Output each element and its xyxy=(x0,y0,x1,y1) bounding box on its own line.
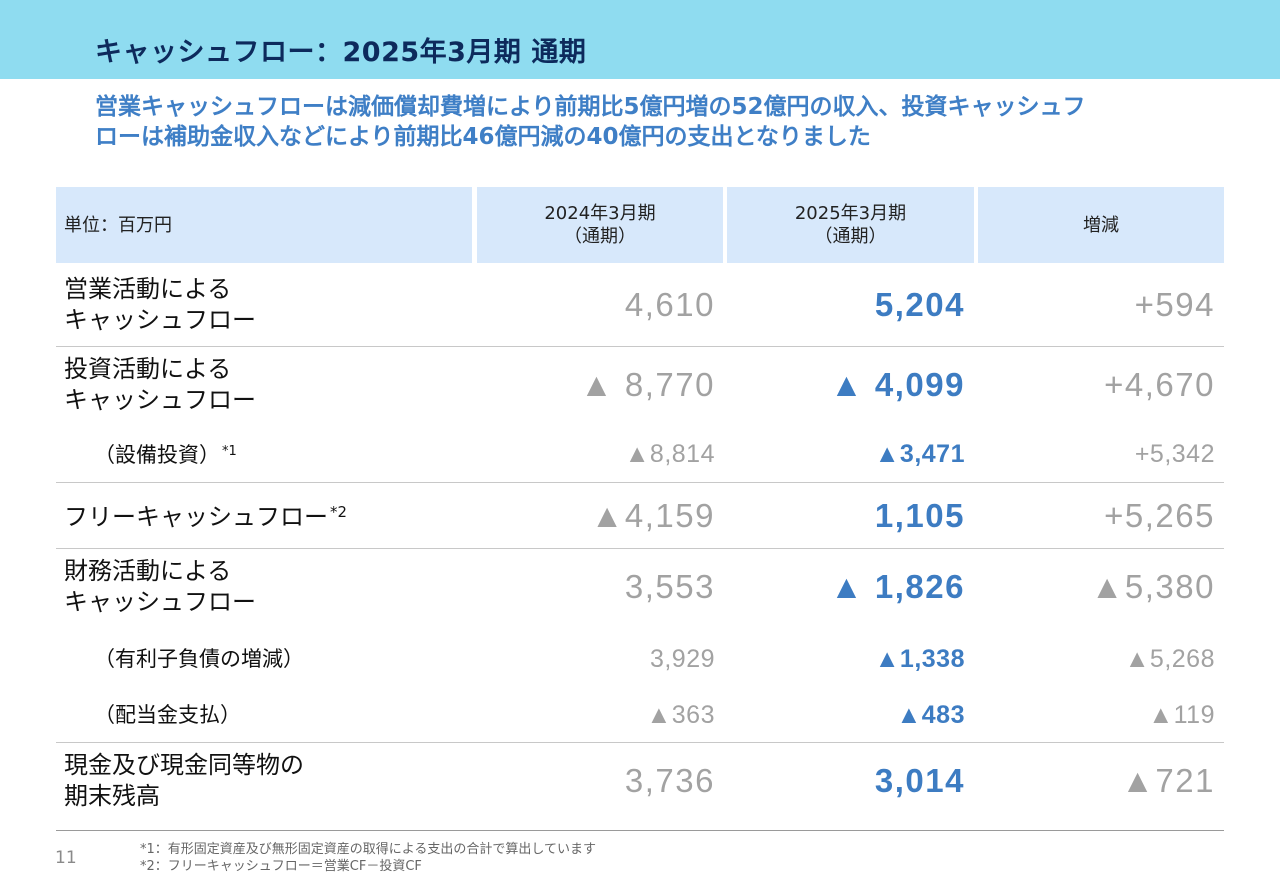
summary-line-1: 営業キャッシュフローは減価償却費増により前期比5億円増の52億円の収入、投資キャ… xyxy=(95,94,1086,120)
table-row-investing-cf: 投資活動による キャッシュフロー ▲ 8,770 ▲ 4,099 +4,670 xyxy=(56,347,1224,423)
unit-label: 単位：百万円 xyxy=(64,214,172,236)
value-fy2024: 4,610 xyxy=(624,286,715,323)
table-row-cash-balance: 現金及び現金同等物の 期末残高 3,736 3,014 ▲721 xyxy=(56,743,1224,819)
table-row-operating-cf: 営業活動による キャッシュフロー 4,610 5,204 +594 xyxy=(56,264,1224,346)
value-change: +5,342 xyxy=(1134,439,1215,468)
row-label: （配当金支払） xyxy=(94,692,241,738)
footnote-marker: *2 xyxy=(330,503,347,522)
value-fy2024: ▲ 8,770 xyxy=(580,366,715,403)
footnote-marker: *1 xyxy=(222,444,237,460)
row-label-line1: 財務活動による xyxy=(64,557,232,585)
value-change: +4,670 xyxy=(1104,366,1215,403)
row-label-line1: （配当金支払） xyxy=(94,702,241,727)
row-label: 営業活動による キャッシュフロー xyxy=(64,264,256,346)
unit-header: 単位：百万円 xyxy=(56,187,472,263)
row-label-line1: （設備投資） xyxy=(94,443,220,468)
value-fy2024: 3,736 xyxy=(624,762,715,799)
header-band xyxy=(0,0,1280,79)
row-label: 現金及び現金同等物の 期末残高 xyxy=(64,743,304,819)
table-bottom-rule xyxy=(56,830,1224,831)
column-header-change-label: 増減 xyxy=(1083,214,1119,236)
row-divider xyxy=(56,482,1224,483)
row-label-line2: キャッシュフロー xyxy=(64,386,256,414)
column-header-fy2025: 2025年3月期 （通期） xyxy=(727,187,974,263)
column-header-change: 増減 xyxy=(978,187,1224,263)
value-change: ▲119 xyxy=(1148,700,1215,729)
value-fy2024: 3,929 xyxy=(649,644,715,673)
value-change: +5,265 xyxy=(1104,496,1215,534)
column-header-fy2024: 2024年3月期 （通期） xyxy=(477,187,723,263)
row-label: （有利子負債の増減） xyxy=(94,636,304,682)
column-header-fy2025-year: 2025年3月期 xyxy=(794,203,907,224)
value-fy2025: ▲3,471 xyxy=(874,439,965,468)
value-change: ▲5,380 xyxy=(1090,568,1215,605)
row-label-line1: 営業活動による xyxy=(64,275,232,303)
row-label-line1: 現金及び現金同等物の xyxy=(64,751,304,779)
row-label: 投資活動による キャッシュフロー xyxy=(64,347,256,423)
row-label-line1: （有利子負債の増減） xyxy=(94,646,304,671)
value-fy2024: ▲363 xyxy=(646,700,715,729)
column-header-fy2024-period: （通期） xyxy=(563,226,636,247)
row-divider xyxy=(56,548,1224,549)
table-row-dividends: （配当金支払） ▲363 ▲483 ▲119 xyxy=(56,692,1224,738)
table-row-free-cf: フリーキャッシュフロー *2 ▲4,159 1,105 +5,265 xyxy=(56,483,1224,548)
table-row-debt: （有利子負債の増減） 3,929 ▲1,338 ▲5,268 xyxy=(56,636,1224,682)
value-fy2025: ▲483 xyxy=(896,700,965,729)
table-row-financing-cf: 財務活動による キャッシュフロー 3,553 ▲ 1,826 ▲5,380 xyxy=(56,549,1224,625)
footnotes: *1：有形固定資産及び無形固定資産の取得による支出の合計で算出しています *2：… xyxy=(140,841,596,875)
row-label-line2: キャッシュフロー xyxy=(64,588,256,616)
value-change: ▲721 xyxy=(1121,762,1215,799)
footnote-2: *2：フリーキャッシュフロー＝営業CF－投資CF xyxy=(140,859,422,874)
page-number: 11 xyxy=(55,848,77,868)
column-header-fy2025-period: （通期） xyxy=(814,226,887,247)
column-header-fy2024-year: 2024年3月期 xyxy=(544,203,656,224)
row-label-line2: キャッシュフロー xyxy=(64,306,256,334)
value-fy2025: ▲ 1,826 xyxy=(830,568,965,605)
value-fy2025: ▲1,338 xyxy=(874,644,965,673)
row-divider xyxy=(56,742,1224,743)
row-label-line1: 投資活動による xyxy=(64,355,232,383)
value-fy2025: 5,204 xyxy=(874,286,965,323)
row-label-line1: フリーキャッシュフロー xyxy=(64,503,328,532)
value-fy2025: 1,105 xyxy=(874,496,965,534)
row-divider xyxy=(56,346,1224,347)
value-change: ▲5,268 xyxy=(1124,644,1215,673)
value-change: +594 xyxy=(1134,286,1215,323)
summary-text: 営業キャッシュフローは減価償却費増により前期比5億円増の52億円の収入、投資キャ… xyxy=(95,92,1205,152)
row-label: 財務活動による キャッシュフロー xyxy=(64,549,256,625)
row-label: フリーキャッシュフロー *2 xyxy=(64,483,347,548)
value-fy2024: 3,553 xyxy=(624,568,715,605)
table-row-capex: （設備投資） *1 ▲8,814 ▲3,471 +5,342 xyxy=(56,431,1224,477)
row-label: （設備投資） *1 xyxy=(94,431,237,477)
row-label-line2: 期末残高 xyxy=(64,782,160,810)
value-fy2025: ▲ 4,099 xyxy=(830,366,965,403)
value-fy2024: ▲8,814 xyxy=(624,439,715,468)
footnote-1: *1：有形固定資産及び無形固定資産の取得による支出の合計で算出しています xyxy=(140,842,596,857)
summary-line-2: ローは補助金収入などにより前期比46億円減の40億円の支出となりました xyxy=(95,124,871,150)
page-title: キャッシュフロー：2025年3月期 通期 xyxy=(95,37,587,68)
value-fy2024: ▲4,159 xyxy=(590,496,715,534)
value-fy2025: 3,014 xyxy=(874,762,965,799)
